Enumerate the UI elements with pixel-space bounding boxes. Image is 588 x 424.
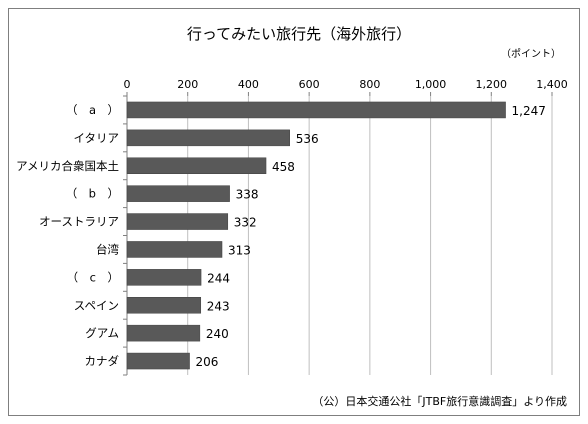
tick-label-1200: 1,200	[476, 78, 508, 91]
bar-2	[126, 129, 290, 147]
value-label-9: 240	[206, 327, 229, 341]
value-label-4: 338	[236, 188, 259, 202]
category-label-5: オーストラリア	[39, 215, 119, 229]
tick-label-400: 400	[238, 78, 259, 91]
bar-5	[126, 213, 229, 230]
value-label-1: 1,247	[512, 104, 546, 118]
value-label-10: 206	[196, 355, 219, 369]
source-note: （公）日本交通公社「JTBF旅行意識調査」より作成	[312, 394, 567, 408]
bar-4	[126, 185, 230, 202]
value-label-7: 244	[207, 271, 230, 285]
category-label-7: （ c ）	[67, 270, 119, 284]
bar-9	[126, 324, 201, 342]
value-label-2: 536	[296, 132, 319, 146]
value-label-3: 458	[272, 160, 295, 174]
tick-label-1000: 1,000	[415, 78, 447, 91]
tick-label-1400: 1,400	[536, 78, 568, 91]
category-label-2: イタリア	[73, 131, 119, 145]
tick-label-0: 0	[124, 78, 131, 91]
unit-label: （ポイント）	[501, 48, 561, 60]
bar-3	[126, 157, 267, 174]
value-label-6: 313	[228, 243, 251, 257]
chart-frame: 行ってみたい旅行先（海外旅行） （ポイント） 0 200 400 600 800 1,00…	[8, 8, 580, 416]
bar-10	[126, 352, 190, 370]
x-axis-ticks: 0 200 400 600 800 1,000 1,200 1,400	[123, 78, 568, 376]
bar-chart: 行ってみたい旅行先（海外旅行） （ポイント） 0 200 400 600 800 1,00…	[16, 25, 568, 408]
category-label-4: （ b ）	[66, 187, 119, 201]
bar-7	[126, 269, 202, 286]
tick-label-600: 600	[299, 78, 320, 91]
value-label-5: 332	[234, 216, 257, 230]
tick-label-800: 800	[359, 78, 380, 91]
category-label-3: アメリカ合衆国本土	[16, 159, 119, 173]
category-label-10: カナダ	[85, 354, 120, 368]
value-label-8: 243	[207, 299, 230, 313]
category-label-8: スペイン	[74, 298, 119, 312]
category-label-6: 台湾	[96, 242, 119, 256]
bar-1	[126, 101, 506, 119]
bar-6	[126, 241, 223, 258]
tick-label-200: 200	[177, 78, 198, 91]
chart-title: 行ってみたい旅行先（海外旅行）	[187, 25, 411, 43]
category-label-1: （ a ）	[66, 103, 119, 117]
bar-8	[126, 297, 202, 314]
bars	[126, 101, 506, 370]
category-label-9: グアム	[85, 326, 119, 340]
